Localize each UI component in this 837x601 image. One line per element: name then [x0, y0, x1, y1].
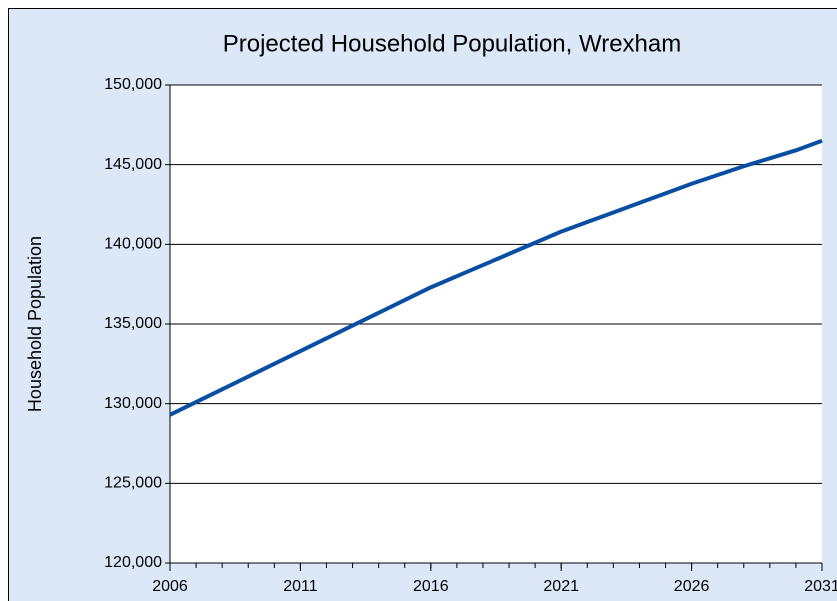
x-tick-label: 2006	[152, 578, 188, 595]
series-line	[169, 138, 823, 417]
y-tick-label: 140,000	[104, 236, 162, 253]
y-tick-label: 130,000	[104, 395, 162, 412]
x-tick-label: 2016	[413, 578, 449, 595]
y-tick-label: 135,000	[104, 315, 162, 332]
chart-title: Projected Household Population, Wrexham	[223, 30, 681, 57]
y-tick-label: 145,000	[104, 156, 162, 173]
y-tick-label: 125,000	[104, 475, 162, 492]
y-tick-label: 120,000	[104, 554, 162, 571]
x-tick-label: 2021	[543, 578, 579, 595]
x-tick-label: 2011	[283, 578, 318, 595]
x-tick-label: 2026	[674, 578, 710, 595]
y-axis-label: Household Population	[25, 236, 45, 412]
x-tick-label: 2031	[804, 578, 837, 595]
y-tick-label: 150,000	[104, 76, 162, 93]
